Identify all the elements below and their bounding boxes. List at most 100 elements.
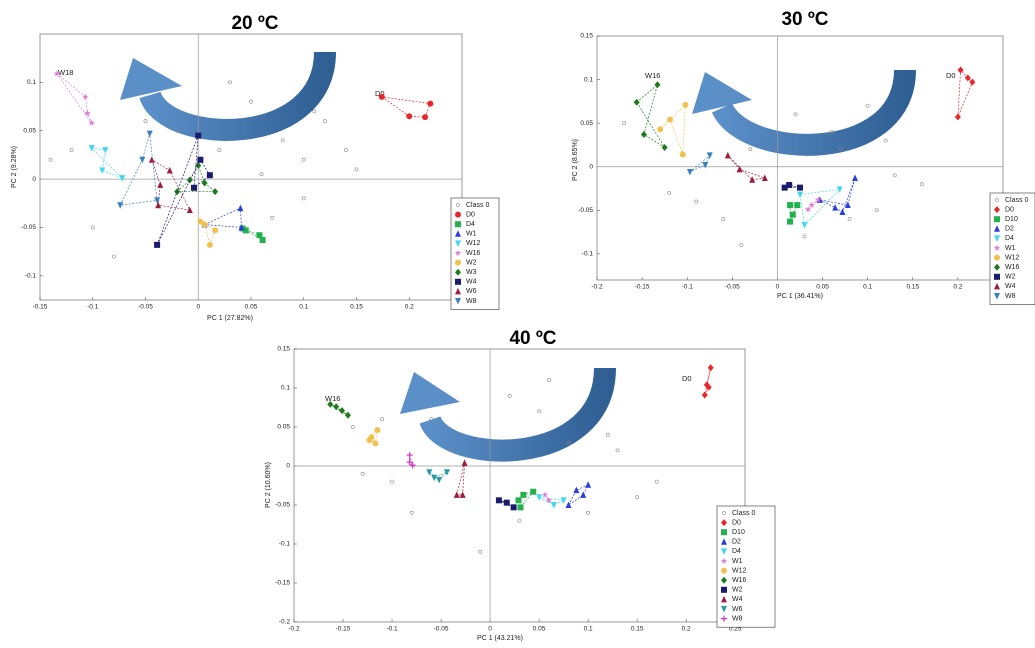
point [838,147,843,152]
x-tick-label: 0 [776,284,780,291]
point [117,202,124,209]
point [787,202,794,209]
point [829,129,834,134]
point [640,130,647,138]
point [206,241,213,248]
point [427,100,434,107]
point [802,234,807,239]
legend-marker [720,557,728,564]
group-hull [727,155,765,181]
point [510,504,517,511]
x-tick-label: 0.2 [953,284,962,291]
point [201,221,208,228]
y-axis-label: PC 2 (10.60%) [265,462,272,508]
point [69,148,74,152]
x-tick-label: 0.2 [682,626,691,633]
y-tick-label: 0.1 [281,385,290,392]
point [705,383,712,391]
x-tick-label: -0.2 [591,284,603,291]
point [88,145,95,152]
legend-marker [994,254,1000,261]
point [88,119,95,126]
point [495,497,502,504]
x-tick-label: -0.15 [635,284,650,291]
point [661,144,668,152]
point [409,462,416,469]
curved-arrow [400,367,616,462]
y-tick-label: -0.1 [279,541,291,548]
point [148,156,155,163]
point [503,499,510,506]
point [146,130,153,138]
point [206,172,213,179]
point [635,495,640,500]
legend-marker [455,221,461,228]
point [478,549,483,554]
point [119,175,126,182]
legend-label: W16 [732,577,747,584]
point [545,496,553,504]
point [301,157,306,162]
point [48,157,53,162]
point [256,232,263,239]
point [242,227,249,234]
group-hull [151,158,191,211]
point [786,182,793,189]
x-tick-label: -0.15 [33,304,48,311]
legend-label: W2 [466,259,477,266]
plot-frame [293,348,746,623]
group-hull [242,228,263,241]
point [736,165,743,173]
legend-label: W4 [732,596,743,603]
legend-label: W4 [466,279,477,286]
annotation: W16 [325,394,340,403]
legend-marker [455,278,461,285]
point [793,112,798,117]
legend-label: W6 [466,288,477,295]
point [844,201,851,209]
point [227,80,232,85]
point [143,119,148,123]
point [694,199,699,204]
legend-label: D4 [466,221,475,228]
y-tick-label: 0.05 [23,127,36,134]
annotation: D0 [946,71,956,80]
point [350,425,355,429]
point [212,188,219,196]
point [312,109,317,114]
point [560,497,567,504]
point [154,197,161,204]
point [565,501,572,508]
x-tick-label: 0.05 [533,626,546,633]
legend-marker [456,203,460,207]
point [186,206,193,214]
point [537,409,542,414]
point [520,491,527,498]
point [280,138,285,143]
legend-label: W4 [1005,283,1016,290]
point [354,167,359,172]
point [249,99,253,104]
point [874,208,879,213]
y-tick-label: 0 [286,463,290,470]
point [53,70,61,77]
point [186,176,193,184]
y-tick-label: -0.1 [25,273,37,280]
group-hull [456,462,465,496]
point [919,182,924,187]
point [99,167,106,174]
point [605,432,610,437]
point [166,166,173,174]
point [794,202,801,209]
point [706,152,713,159]
y-tick-label: -0.05 [275,502,290,509]
y-tick-label: -0.2 [279,619,291,626]
x-tick-label: -0.15 [336,626,351,633]
x-tick-label: 0.15 [350,304,363,311]
y-tick-label: 0 [32,176,36,183]
legend-label: W12 [732,567,747,574]
point [739,243,744,248]
x-axis-label: PC 1 (36.41%) [777,293,823,300]
y-tick-label: 0.1 [27,79,36,86]
